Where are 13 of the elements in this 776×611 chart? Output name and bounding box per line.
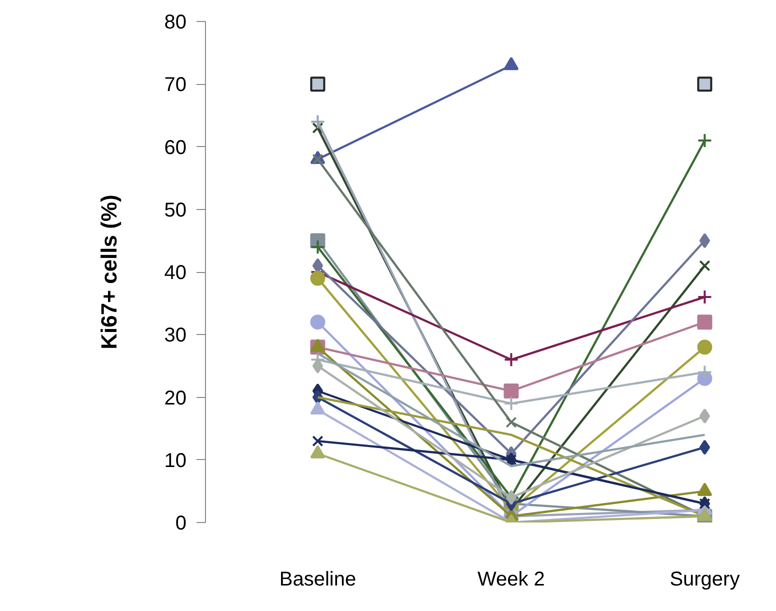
y-tick-label: 0 <box>175 512 186 534</box>
x-tick-label: Week 2 <box>478 568 545 590</box>
y-tick-label: 70 <box>164 74 187 96</box>
y-tick-label: 20 <box>164 387 187 410</box>
y-tick-label: 10 <box>164 450 187 472</box>
y-tick-label: 30 <box>164 324 187 347</box>
y-axis-title: Ki67+ cells (%) <box>96 194 122 350</box>
y-tick-label: 60 <box>164 136 187 159</box>
y-tick-label: 50 <box>164 199 187 222</box>
y-tick-label: 80 <box>164 12 187 34</box>
y-tick-label: 40 <box>164 262 187 284</box>
x-tick-label: Surgery <box>670 568 740 590</box>
x-tick-label: Baseline <box>279 568 356 590</box>
